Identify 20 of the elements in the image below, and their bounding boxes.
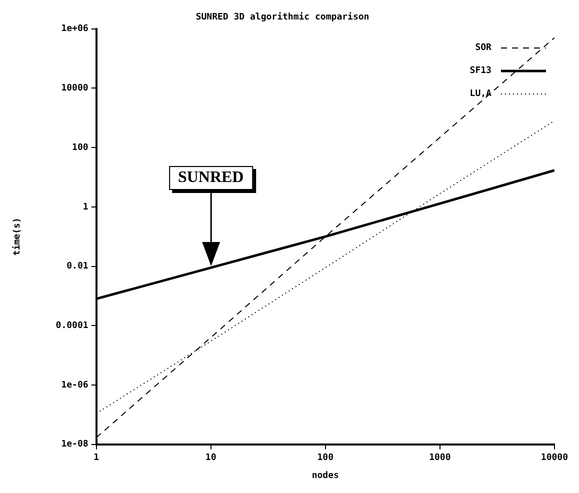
x-tick-label: 100 — [317, 453, 334, 464]
x-tick-label: 1000 — [429, 453, 451, 464]
annotation: SUNRED — [168, 166, 253, 190]
y-tick-label: 1e-06 — [61, 380, 88, 390]
chart-title: SUNRED 3D algorithmic comparison — [196, 12, 370, 23]
legend-label: SOR — [475, 43, 492, 54]
x-tick-label: 1 — [94, 453, 100, 464]
x-tick-label: 10000 — [540, 453, 568, 464]
legend-label: SF13 — [470, 66, 492, 76]
x-tick-label: 10 — [205, 453, 216, 464]
y-tick-label: 10000 — [61, 84, 88, 94]
y-tick-label: 0.0001 — [56, 321, 88, 331]
y-tick-label: 1e-08 — [61, 440, 88, 450]
legend-label: LU,A — [470, 89, 492, 100]
y-tick-label: 1 — [82, 202, 88, 212]
y-tick-label: 100 — [72, 142, 88, 153]
x-axis-title: nodes — [312, 470, 339, 481]
y-tick-label: 0.01 — [66, 262, 88, 272]
y-axis-title: time(s) — [12, 218, 23, 256]
y-tick-label: 1e+06 — [61, 24, 88, 34]
